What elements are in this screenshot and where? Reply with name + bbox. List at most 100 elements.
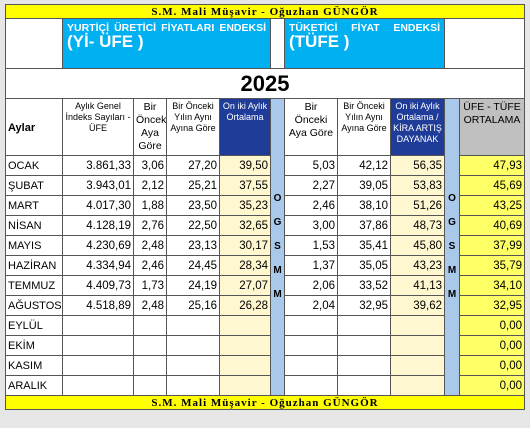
value-cell: 51,26 (390, 195, 445, 216)
gap-letter: M (273, 265, 282, 276)
value-cell: 35,23 (219, 195, 271, 216)
box-code: (Yİ- ÜFE ) (67, 32, 144, 51)
month-label: TEMMUZ (5, 275, 63, 296)
month-label: OCAK (5, 155, 63, 176)
value-cell: 4.409,73 (62, 275, 134, 296)
box-title: TÜKETİCİ FİYAT ENDEKSİ (289, 22, 440, 34)
table-row: NİSAN 4.128,19 2,76 22,50 32,65 3,00 37,86 48,7… (5, 215, 526, 236)
value-cell: 37,55 (219, 175, 271, 196)
gap-letter: S (448, 241, 456, 252)
value-cell: 4.017,30 (62, 195, 134, 216)
value-cell: 2,06 (284, 275, 338, 296)
value-cell: 2,04 (284, 295, 338, 316)
month-label: HAZİRAN (5, 255, 63, 276)
value-cell: 2,48 (133, 235, 167, 256)
value-cell: 27,07 (219, 275, 271, 296)
gap-column: O G S M M (444, 98, 460, 396)
value-cell: 38,10 (337, 195, 391, 216)
value-cell (166, 335, 220, 356)
column-header: Bir Önceki Aya Göre (284, 98, 338, 156)
value-cell: 28,34 (219, 255, 271, 276)
value-cell: 1,88 (133, 195, 167, 216)
value-cell: 32,95 (458, 295, 526, 316)
table-row: KASIM 0,00 (5, 355, 526, 376)
table-row: S.M. Mali Müşavir - Oğuzhan GÜNGÖR (4, 4, 526, 19)
gap-letter: O (448, 193, 456, 204)
value-cell (219, 355, 271, 376)
month-label: MART (5, 195, 63, 216)
value-cell (62, 355, 134, 376)
column-header: On iki Aylık Ortalama (219, 98, 271, 156)
table-row: OCAK 3.861,33 3,06 27,20 39,50 5,03 42,12 56,35… (5, 155, 526, 176)
value-cell: 35,05 (337, 255, 391, 276)
value-cell: 2,46 (284, 195, 338, 216)
gap-letters: O G S M M (272, 187, 284, 307)
month-label: KASIM (5, 355, 63, 376)
month-label: NİSAN (5, 215, 63, 236)
month-label: MAYIS (5, 235, 63, 256)
value-cell: 4.128,19 (62, 215, 134, 236)
column-header: On iki Aylık Ortalama / KİRA ARTIŞ DAYAN… (390, 98, 445, 156)
value-cell: 4.518,89 (62, 295, 134, 316)
column-header: Bir Önceki Yılın Aynı Ayına Göre (166, 98, 220, 156)
value-cell: 43,23 (390, 255, 445, 276)
value-cell (166, 315, 220, 336)
cell (443, 18, 526, 69)
gap-letter: M (447, 265, 457, 276)
value-cell: 27,20 (166, 155, 220, 176)
left-box: YURTİÇİ ÜRETİCİ FİYATLARI ENDEKSİ (Yİ- Ü… (62, 18, 271, 69)
value-cell: 39,50 (219, 155, 271, 176)
value-cell: 45,80 (390, 235, 445, 256)
value-cell: 34,10 (458, 275, 526, 296)
value-cell: 2,76 (133, 215, 167, 236)
value-cell: 3.861,33 (62, 155, 134, 176)
value-cell: 1,53 (284, 235, 338, 256)
footer-bar: S.M. Mali Müşavir - Oğuzhan GÜNGÖR (4, 395, 526, 410)
value-cell: 3,06 (133, 155, 167, 176)
value-cell: 2,27 (284, 175, 338, 196)
value-cell: 1,73 (133, 275, 167, 296)
month-label: ŞUBAT (5, 175, 63, 196)
column-header: Aylar (5, 98, 63, 156)
month-label: EYLÜL (5, 315, 63, 336)
value-cell: 2,46 (133, 255, 167, 276)
value-cell (219, 315, 271, 336)
value-cell (284, 355, 338, 376)
header-bar: S.M. Mali Müşavir - Oğuzhan GÜNGÖR (4, 4, 526, 19)
value-cell (133, 355, 167, 376)
gap-letter: M (273, 289, 282, 300)
value-cell (62, 315, 134, 336)
right-box: TÜKETİCİ FİYAT ENDEKSİ (TÜFE ) (284, 18, 445, 69)
table-row: EYLÜL 0,00 (5, 315, 526, 336)
table-row: S.M. Mali Müşavir - Oğuzhan GÜNGÖR (4, 395, 526, 410)
value-cell (219, 335, 271, 356)
value-cell: 43,25 (458, 195, 526, 216)
column-header: Bir Önceki Aya Göre (133, 98, 167, 156)
value-cell: 2,12 (133, 175, 167, 196)
value-cell: 30,17 (219, 235, 271, 256)
value-cell: 48,73 (390, 215, 445, 236)
value-cell (390, 335, 445, 356)
value-cell: 37,86 (337, 215, 391, 236)
gap-column: O G S M M (270, 98, 285, 396)
value-cell: 32,65 (219, 215, 271, 236)
box-title: YURTİÇİ ÜRETİCİ FİYATLARI ENDEKSİ (67, 22, 266, 34)
value-cell: 56,35 (390, 155, 445, 176)
value-cell: 35,41 (337, 235, 391, 256)
value-cell (62, 375, 134, 396)
value-cell (390, 375, 445, 396)
value-cell: 37,99 (458, 235, 526, 256)
value-cell: 45,69 (458, 175, 526, 196)
value-cell: 24,19 (166, 275, 220, 296)
value-cell: 35,79 (458, 255, 526, 276)
value-cell (133, 315, 167, 336)
value-cell: 25,16 (166, 295, 220, 316)
column-header: ÜFE - TÜFE ORTALAMA (458, 98, 526, 156)
value-cell: 32,95 (337, 295, 391, 316)
value-cell: 53,83 (390, 175, 445, 196)
value-cell: 23,13 (166, 235, 220, 256)
table-row: AĞUSTOS 4.518,89 2,48 25,16 26,28 2,04 32,95 39… (5, 295, 526, 316)
value-cell (337, 375, 391, 396)
value-cell (219, 375, 271, 396)
value-cell: 47,93 (458, 155, 526, 176)
